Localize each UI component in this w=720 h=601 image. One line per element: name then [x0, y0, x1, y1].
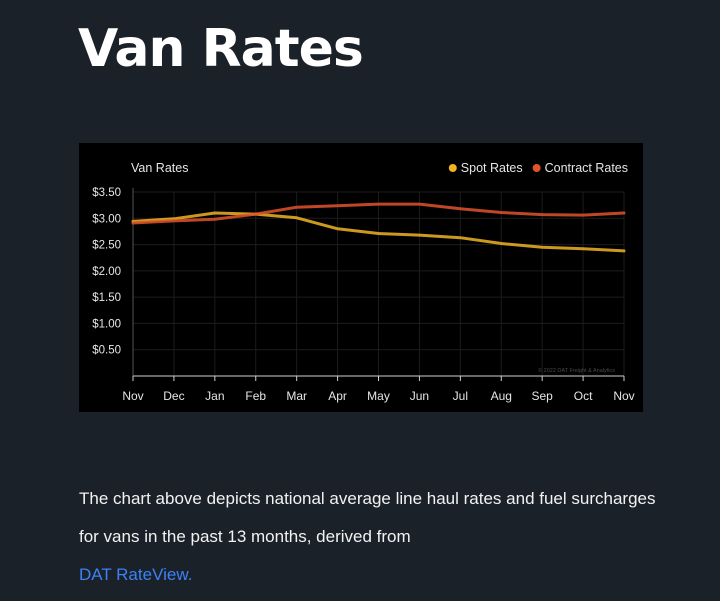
- x-tick-label: Aug: [491, 389, 512, 403]
- article-paragraph: The chart above depicts national average…: [79, 480, 679, 594]
- chart-watermark: © 2022 DAT Freight & Analytics: [538, 367, 615, 374]
- legend-label-contract-rates: Contract Rates: [545, 161, 628, 175]
- x-tick-label: Jun: [410, 389, 429, 403]
- y-tick-label: $0.50: [92, 345, 121, 357]
- x-tick-label: Apr: [328, 389, 347, 403]
- x-tick-label: Mar: [286, 389, 307, 403]
- x-tick-label: Sep: [531, 389, 553, 403]
- y-tick-label: $2.50: [92, 240, 121, 252]
- van-rates-chart: $0.50 $1.00 $1.50 $2.00 $2.50 $3.00 $3.50 Nov De…: [79, 143, 643, 412]
- x-tick-label: May: [367, 389, 390, 403]
- chart-axes: $0.50 $1.00 $1.50 $2.00 $2.50 $3.00 $3.50 Nov De…: [92, 187, 634, 403]
- page-title: Van Rates: [78, 19, 364, 79]
- legend-dot-contract-rates: [532, 164, 541, 172]
- y-tick-label: $3.50: [92, 187, 121, 199]
- y-tick-label: $1.00: [92, 318, 121, 330]
- x-tick-label: Nov: [122, 389, 143, 403]
- x-tick-label: Feb: [245, 389, 266, 403]
- chart-series: [131, 202, 626, 253]
- x-tick-label: Nov: [613, 389, 634, 403]
- article-text: The chart above depicts national average…: [79, 489, 656, 546]
- x-tick-label: Jul: [453, 389, 468, 403]
- chart-title: Van Rates: [131, 161, 188, 175]
- x-tick-label: Dec: [163, 389, 184, 403]
- legend-label-spot-rates: Spot Rates: [461, 161, 523, 175]
- y-tick-label: $2.00: [92, 266, 121, 278]
- chart-legend: Contract Rates Spot Rates: [448, 161, 628, 175]
- x-tick-label: Oct: [574, 389, 593, 403]
- chart-svg: $0.50 $1.00 $1.50 $2.00 $2.50 $3.00 $3.50 Nov De…: [92, 161, 634, 403]
- series-line-contract-rates: [131, 202, 626, 225]
- legend-dot-spot-rates: [448, 164, 457, 172]
- x-tick-label: Jan: [205, 389, 224, 403]
- y-tick-label: $3.00: [92, 213, 121, 225]
- y-tick-label: $1.50: [92, 292, 121, 304]
- series-line-spot-rates: [131, 211, 626, 253]
- rateview-link[interactable]: DAT RateView.: [79, 565, 193, 584]
